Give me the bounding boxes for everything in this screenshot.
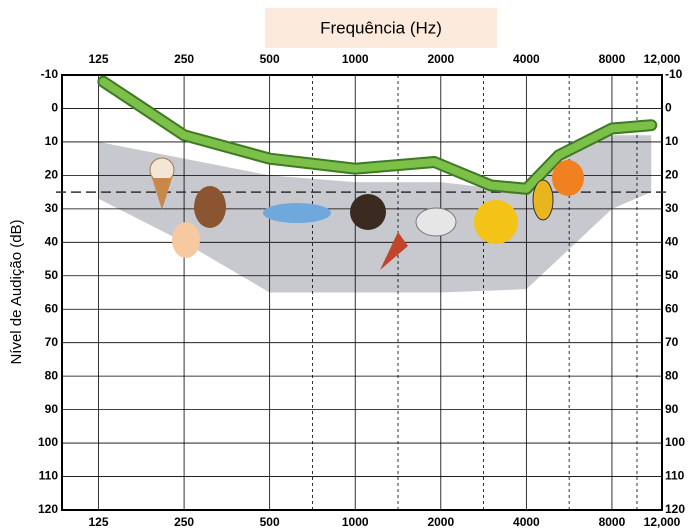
plot-border: [61, 74, 663, 511]
icon-cone: [152, 178, 172, 210]
y-tick-label: 90: [665, 402, 679, 416]
icon-plane: [263, 203, 331, 223]
y-tick-label: 90: [45, 402, 59, 416]
y-tick-label: 60: [665, 301, 679, 315]
icon-snake: [552, 160, 584, 196]
x-tick-label: 250: [174, 515, 194, 529]
icon-owl: [194, 186, 226, 228]
y-tick-label: 50: [45, 268, 59, 282]
y-tick-label: 40: [45, 234, 59, 248]
chart-title: Frequência (Hz): [320, 18, 442, 37]
y-tick-label: 20: [665, 168, 679, 182]
x-tick-label: 4000: [513, 52, 540, 66]
y-tick-label: 70: [45, 335, 59, 349]
x-tick-label: 4000: [513, 515, 540, 529]
y-tick-label: 0: [665, 101, 672, 115]
x-tick-label: 500: [260, 52, 280, 66]
x-tick-label: 500: [260, 515, 280, 529]
y-tick-label: 10: [45, 134, 59, 148]
x-tick-label: 1000: [342, 515, 369, 529]
y-tick-label: 80: [665, 368, 679, 382]
y-tick-label: 30: [665, 201, 679, 215]
y-tick-label: 0: [51, 101, 58, 115]
y-tick-label: 120: [665, 502, 685, 516]
y-tick-label: 100: [38, 435, 58, 449]
y-tick-label: -10: [41, 67, 59, 81]
x-tick-label: 8000: [599, 515, 626, 529]
x-tick-label: 12,000: [644, 52, 681, 66]
y-tick-label: 80: [45, 368, 59, 382]
y-tick-label: 60: [45, 301, 59, 315]
y-tick-label: 10: [665, 134, 679, 148]
y-axis-label: Nível de Audição (dB): [8, 219, 25, 364]
icons: [149, 157, 584, 270]
bean-curve: [99, 77, 656, 193]
x-tick-label: 125: [88, 52, 108, 66]
y-tick-label: 70: [665, 335, 679, 349]
y-tick-label: 40: [665, 234, 679, 248]
icon-mouse: [415, 207, 457, 237]
icon-broom: [380, 232, 408, 270]
y-tick-label: 50: [665, 268, 679, 282]
y-tick-label: 30: [45, 201, 59, 215]
x-tick-label: 2000: [427, 52, 454, 66]
y-tick-label: 20: [45, 168, 59, 182]
x-tick-label: 250: [174, 52, 194, 66]
plot: -10 -10 0 0 10 10 20 20 30 30 40 40 50 50 60 60 70 70 80 80…: [38, 52, 685, 529]
y-tick-label: 100: [665, 435, 685, 449]
y-tick-label: -10: [665, 67, 683, 81]
y-tick-label: 110: [39, 469, 59, 483]
x-tick-label: 8000: [599, 52, 626, 66]
x-tick-label: 125: [88, 515, 108, 529]
x-tick-label: 12,000: [644, 515, 681, 529]
icon-bee: [532, 179, 554, 221]
icon-dog: [350, 194, 386, 230]
y-tick-label: 120: [38, 502, 58, 516]
x-tick-label: 2000: [427, 515, 454, 529]
icon-hand: [172, 222, 200, 258]
x-tick-label: 1000: [342, 52, 369, 66]
title-box: [265, 8, 497, 48]
y-tick-label: 110: [665, 469, 685, 483]
icon-moon: [474, 200, 518, 244]
